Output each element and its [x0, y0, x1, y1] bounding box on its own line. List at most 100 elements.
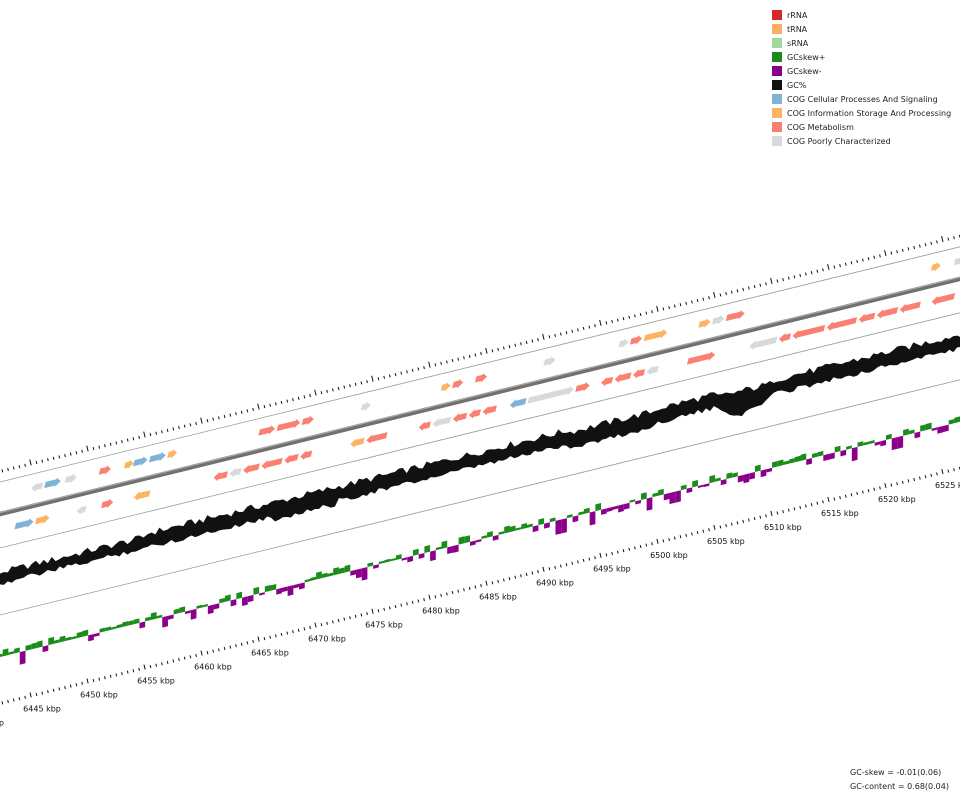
minor-tick — [189, 655, 192, 659]
minor-tick — [799, 273, 802, 277]
minor-tick — [92, 678, 95, 683]
tick-label: 6510 kbp — [764, 523, 802, 532]
gc-skew-positive — [595, 503, 602, 512]
major-tick — [86, 445, 89, 452]
legend-item: COG Metabolism — [772, 120, 951, 134]
minor-tick — [611, 319, 613, 324]
minor-tick — [235, 412, 237, 416]
minor-tick — [491, 349, 494, 353]
gc-skew-negative — [259, 592, 265, 596]
minor-tick — [69, 684, 72, 688]
tick-label: 6475 kbp — [365, 621, 403, 630]
minor-tick — [349, 616, 351, 620]
minor-tick — [172, 659, 175, 663]
major-tick — [941, 468, 944, 475]
minor-tick — [725, 291, 727, 296]
minor-tick — [753, 285, 756, 289]
gc-skew-negative — [760, 469, 767, 478]
minor-tick — [280, 632, 283, 637]
minor-tick — [58, 687, 61, 691]
gc-skew-positive — [99, 627, 106, 633]
legend-item: sRNA — [772, 36, 951, 50]
minor-tick — [867, 257, 870, 261]
gc-skew-positive — [526, 523, 533, 528]
gc-skew-negative — [356, 568, 362, 579]
legend-item: rRNA — [772, 8, 951, 22]
track-boundary — [0, 312, 960, 549]
minor-tick — [673, 304, 676, 308]
minor-tick — [126, 670, 129, 674]
legend-label: COG Metabolism — [787, 122, 854, 132]
minor-tick — [275, 634, 277, 638]
gc-skew-positive — [48, 636, 54, 646]
gc-skew-negative — [555, 519, 562, 535]
gc-skew-positive — [316, 571, 322, 580]
gc-skew-positive — [811, 452, 818, 459]
gene-feature — [276, 419, 301, 432]
gc-skew-negative — [880, 439, 887, 447]
gc-skew-negative — [93, 632, 100, 637]
minor-tick — [679, 303, 682, 307]
minor-tick — [132, 437, 135, 441]
gc-skew-negative — [452, 544, 459, 553]
minor-tick — [919, 476, 921, 480]
gc-skew-negative — [470, 540, 476, 546]
minor-tick — [252, 639, 254, 644]
gc-skew-negative — [167, 614, 174, 620]
gene-feature — [440, 382, 451, 392]
major-tick — [29, 692, 32, 698]
minor-tick — [81, 449, 83, 453]
minor-tick — [189, 423, 192, 427]
minor-tick — [286, 631, 289, 635]
major-tick — [827, 263, 830, 271]
minor-tick — [240, 410, 243, 414]
minor-tick — [816, 501, 819, 505]
minor-tick — [822, 500, 824, 504]
minor-tick — [873, 487, 876, 491]
gene-feature — [575, 382, 590, 392]
minor-tick — [417, 599, 420, 603]
minor-tick — [822, 268, 824, 272]
minor-tick — [896, 482, 898, 486]
gene-feature — [258, 425, 276, 436]
gc-skew-positive — [327, 572, 334, 577]
minor-tick — [297, 628, 300, 632]
gc-skew-negative — [675, 490, 681, 503]
gc-statistics: GC-skew = -0.01(0.06) GC-content = 0.68(… — [850, 766, 949, 794]
minor-tick — [913, 477, 916, 482]
gc-skew-track — [0, 416, 960, 665]
gc-skew-positive — [629, 499, 636, 503]
gc-skew-negative — [606, 506, 613, 513]
minor-tick — [793, 275, 796, 279]
tick-label: 6455 kbp — [137, 676, 175, 685]
legend: rRNA tRNA sRNA GCskew+ GCskew- GC% COG Cellula… — [772, 8, 951, 148]
minor-tick — [616, 550, 619, 554]
gc-skew-positive — [920, 424, 926, 432]
minor-tick — [337, 386, 340, 391]
gc-skew-negative — [646, 497, 653, 511]
gc-skew-positive — [515, 527, 522, 531]
minor-tick — [406, 370, 408, 374]
minor-tick — [577, 328, 579, 332]
gc-skew-positive — [338, 567, 345, 574]
gc-skew-positive — [31, 642, 37, 650]
minor-tick — [178, 658, 180, 662]
gc-skew-negative — [806, 458, 812, 465]
minor-tick — [400, 371, 403, 375]
minor-tick — [109, 442, 112, 446]
gc-skew-negative — [669, 491, 676, 505]
minor-tick — [183, 656, 186, 660]
gc-skew-positive — [863, 441, 869, 446]
minor-tick — [35, 692, 38, 697]
minor-tick — [924, 475, 927, 479]
minor-tick — [787, 508, 790, 512]
coordinate-ruler: 6440 kbp 6445 kbp 6450 kbp 6455 kbp 6460 kbp… — [0, 234, 960, 727]
gc-skew-negative — [88, 634, 94, 642]
legend-item: tRNA — [772, 22, 951, 36]
minor-tick — [223, 646, 226, 651]
gc-skew-positive — [413, 548, 419, 556]
minor-tick — [35, 460, 38, 465]
minor-tick — [104, 676, 106, 680]
minor-tick — [121, 439, 123, 444]
